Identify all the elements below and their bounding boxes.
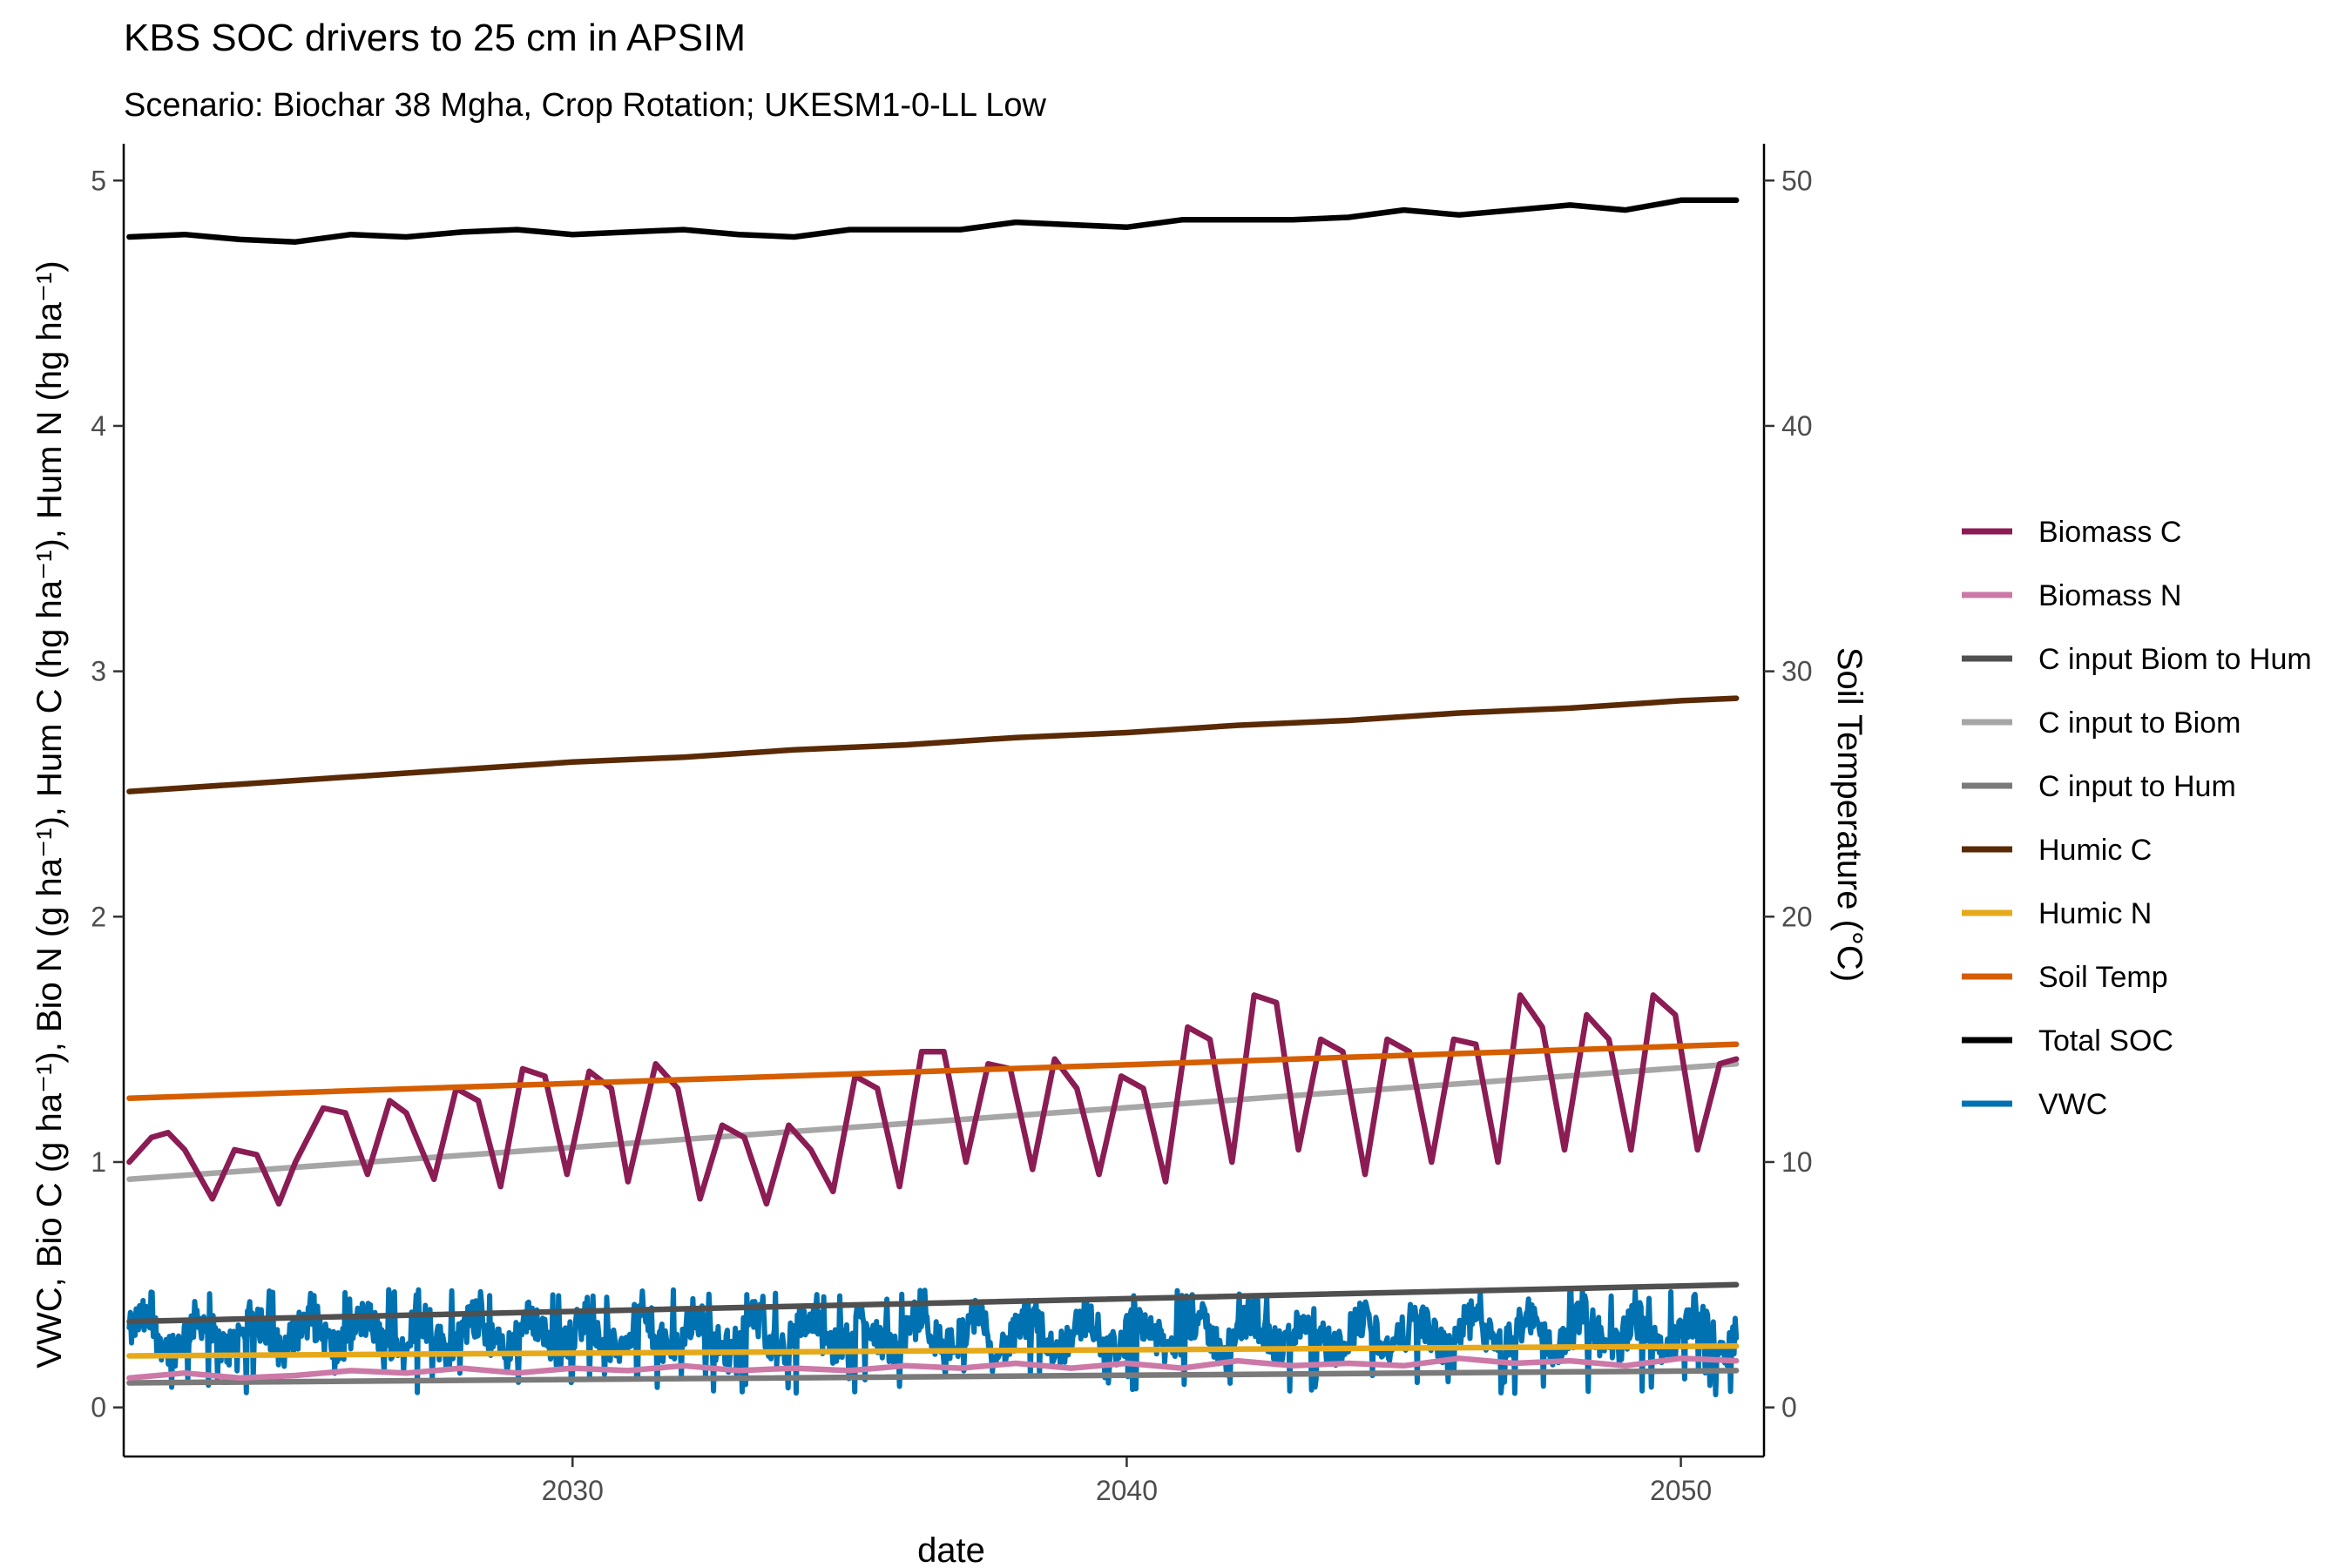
y-right-tick-label: 0 (1781, 1392, 1797, 1423)
legend-label-total-soc: Total SOC (2038, 1024, 2173, 1058)
series-line-c-input-to-biom (126, 1061, 1740, 1182)
series-layer (126, 197, 1740, 1398)
y-right-tick-label: 20 (1781, 901, 1813, 932)
legend-label-soil-temp: Soil Temp (2038, 961, 2168, 994)
legend-label-c-input-to-biom: C input to Biom (2038, 706, 2240, 740)
y-right-tick-label: 30 (1781, 656, 1813, 687)
y-left-tick-label: 3 (91, 656, 106, 687)
y-left-tick-label: 4 (91, 410, 106, 442)
legend-label-vwc: VWC (2038, 1088, 2107, 1121)
series-line-humic-c (126, 695, 1740, 794)
legend-label-c-input-biom-to-hum: C input Biom to Hum (2038, 643, 2312, 676)
legend-label-humic-n: Humic N (2038, 897, 2152, 930)
legend-label-biomass-n: Biomass N (2038, 579, 2181, 612)
y-right-tick-label: 50 (1781, 165, 1813, 196)
y-right-tick-label: 40 (1781, 410, 1813, 442)
series-line-total-soc (126, 197, 1740, 245)
y-left-tick-label: 1 (91, 1146, 106, 1178)
y-left-tick-label: 2 (91, 901, 106, 932)
x-axis-title: date (917, 1531, 985, 1568)
y-left-tick-label: 5 (91, 165, 106, 196)
y-right-tick-label: 10 (1781, 1146, 1813, 1178)
series-line-biomass-n (126, 1355, 1740, 1382)
y-left-tick-label: 0 (91, 1392, 106, 1423)
series-line-soil-temp (126, 1041, 1740, 1101)
series-line-c-input-biom-to-hum (126, 1281, 1740, 1325)
chart-title: KBS SOC drivers to 25 cm in APSIM (124, 17, 746, 59)
chart-subtitle: Scenario: Biochar 38 Mgha, Crop Rotation… (124, 87, 1046, 124)
x-tick-label: 2050 (1650, 1475, 1712, 1506)
x-tick-label: 2040 (1096, 1475, 1158, 1506)
y-axis-left-title: VWC, Bio C (g ha⁻¹), Bio N (g ha⁻¹), Hum… (30, 260, 69, 1368)
legend-label-c-input-to-hum: C input to Hum (2038, 770, 2236, 803)
legend-label-humic-c: Humic C (2038, 834, 2152, 867)
y-axis-right-title: Soil Temperature (°C) (1830, 647, 1869, 982)
series-line-c-input-to-hum (126, 1368, 1740, 1386)
x-tick-label: 2030 (542, 1475, 604, 1506)
series-line-biomass-c (126, 992, 1740, 1207)
legend-label-biomass-c: Biomass C (2038, 516, 2181, 549)
legend: Biomass C Biomass N C input Biom to Hum C i… (1962, 516, 2312, 1121)
series-line-humic-n (126, 1342, 1740, 1359)
